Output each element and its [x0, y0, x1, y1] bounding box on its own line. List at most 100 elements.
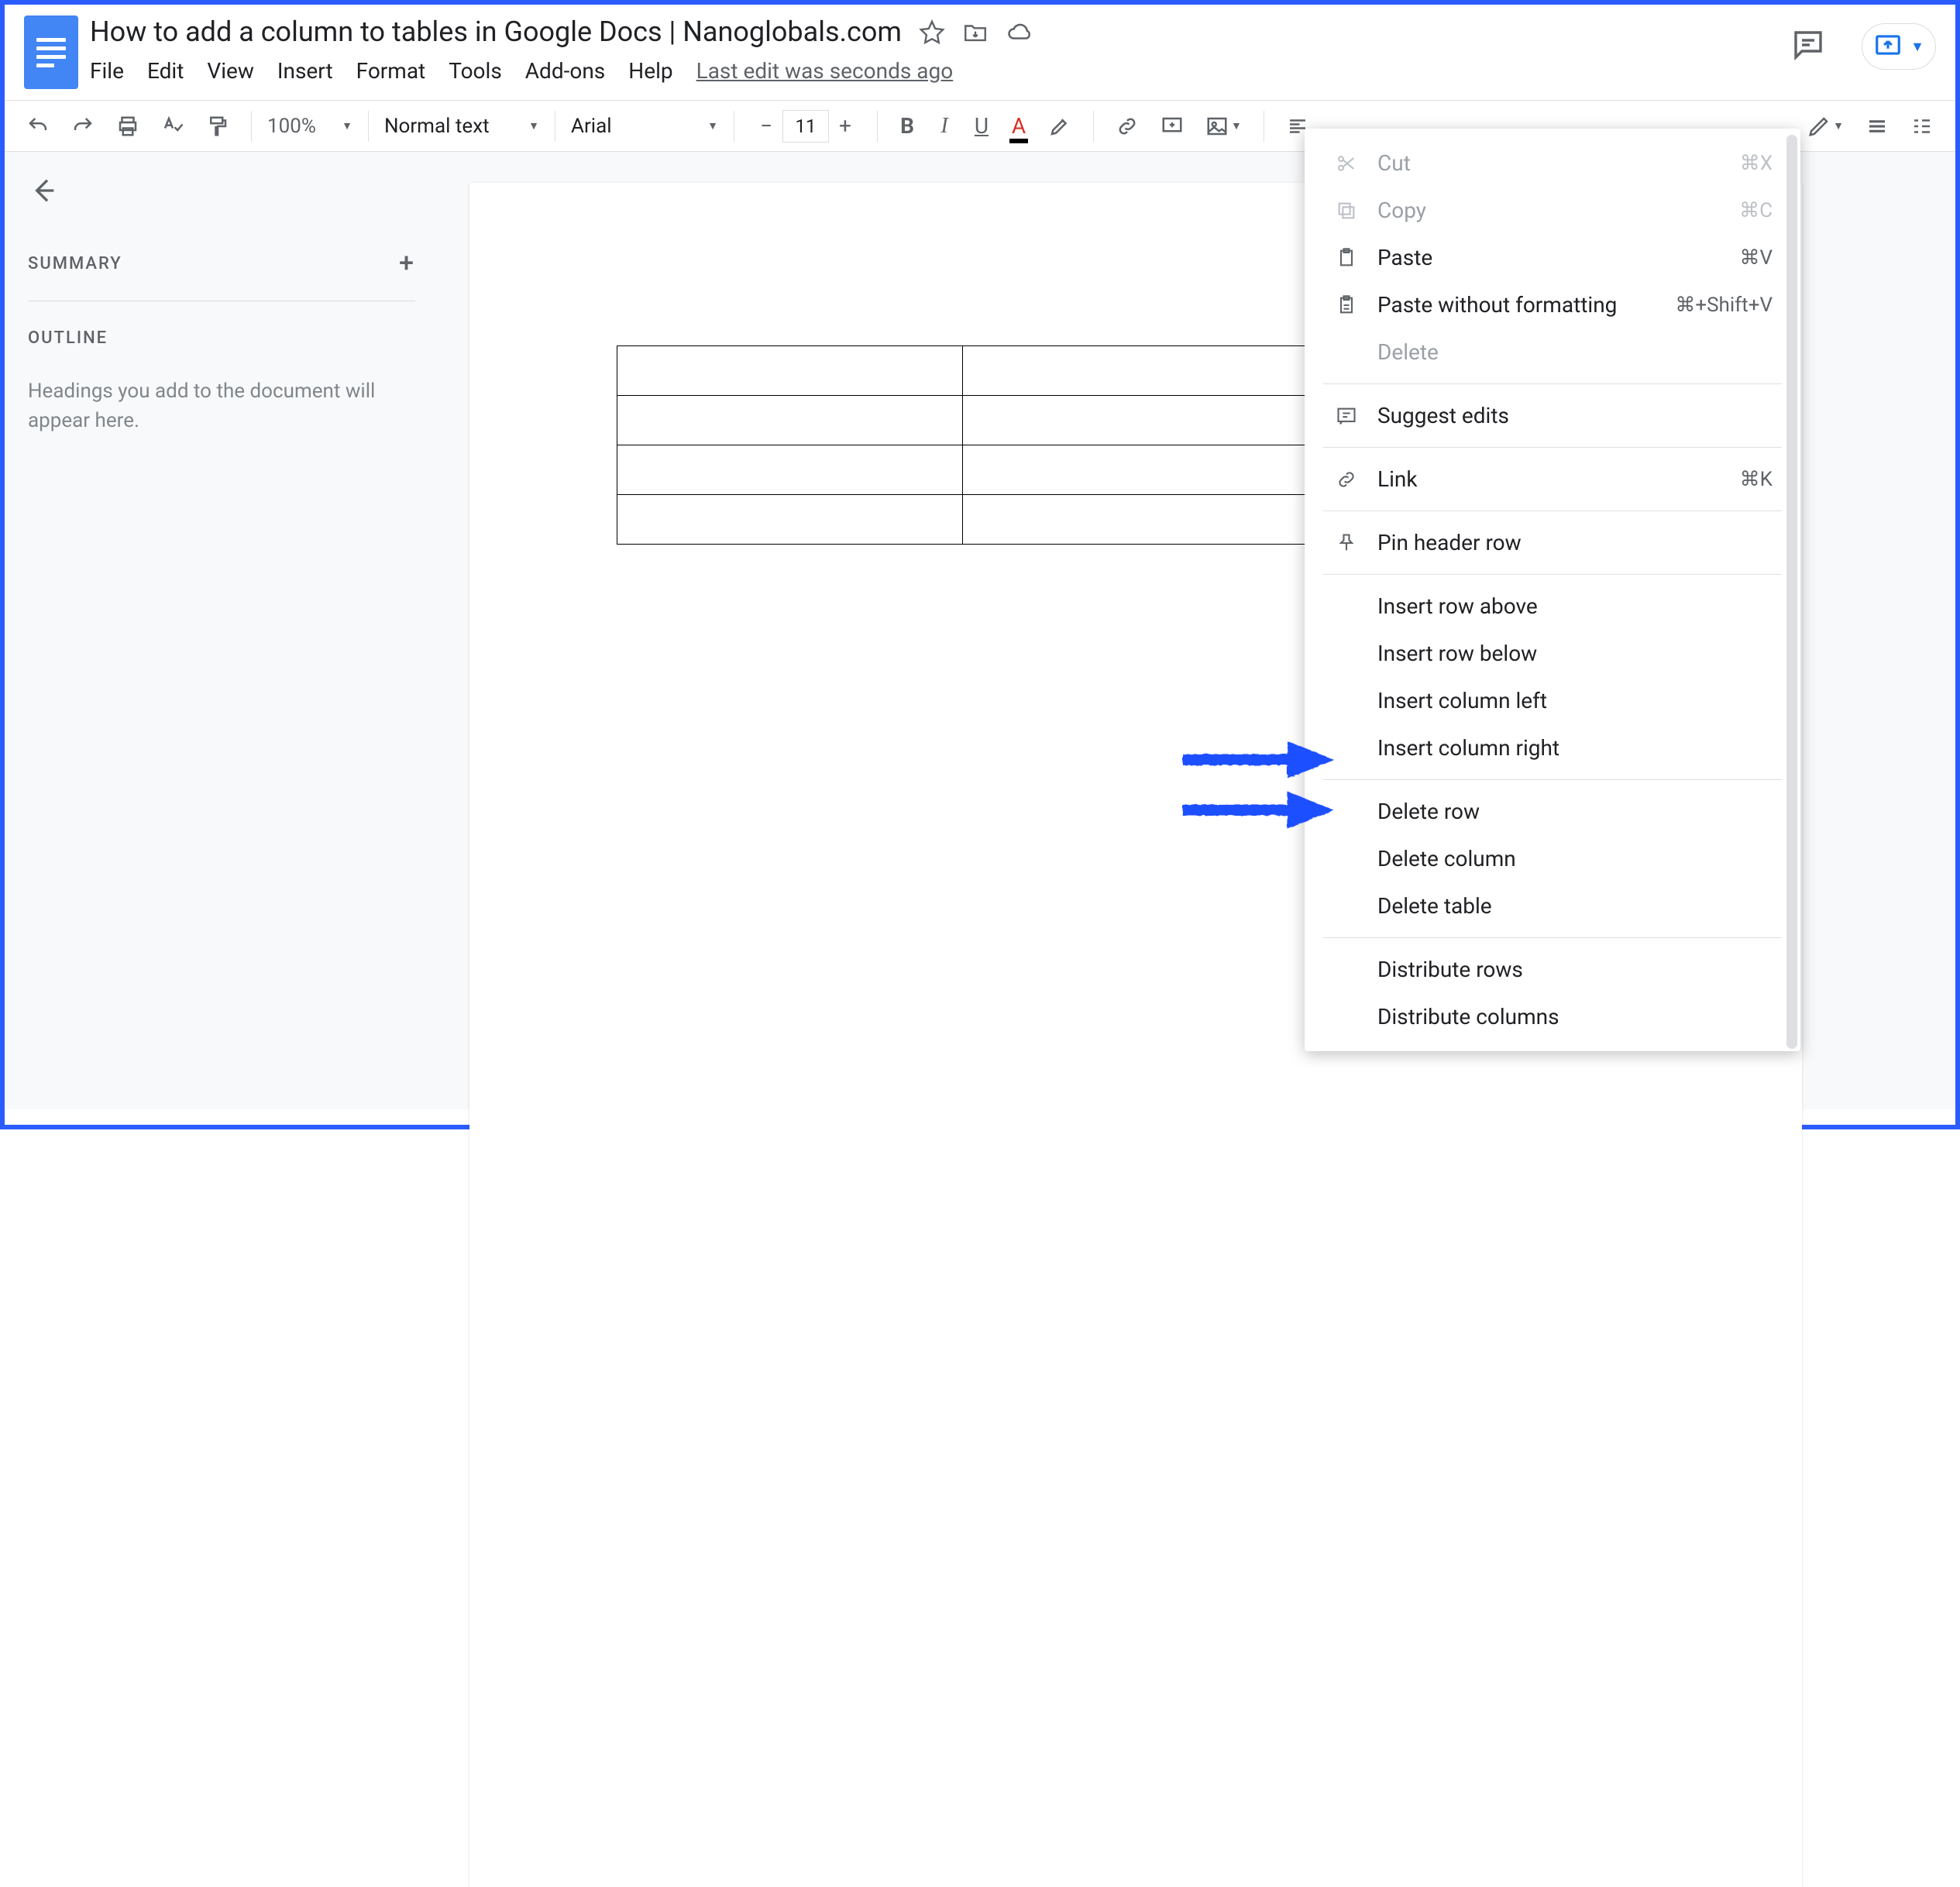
ctx-label: Pin header row [1377, 530, 1773, 555]
font-size-input[interactable]: 11 [782, 110, 829, 143]
ctx-paste[interactable]: Paste ⌘V [1305, 234, 1800, 281]
summary-label: SUMMARY [28, 254, 122, 273]
ctx-label: Paste [1377, 245, 1722, 270]
menu-tools[interactable]: Tools [449, 58, 502, 84]
lines-icon[interactable] [1859, 108, 1895, 144]
spellcheck-icon[interactable] [155, 108, 191, 144]
ctx-link[interactable]: Link ⌘K [1305, 455, 1800, 503]
text-color-icon[interactable]: A [1005, 107, 1033, 145]
paint-format-icon[interactable] [200, 108, 236, 144]
menu-file[interactable]: File [90, 58, 124, 84]
separator [1323, 510, 1782, 511]
move-icon[interactable] [962, 19, 989, 46]
annotation-arrow-2 [1182, 787, 1333, 830]
caret-down-icon: ▼ [1833, 119, 1844, 132]
comments-icon[interactable] [1790, 26, 1827, 67]
font-select[interactable]: Arial▼ [571, 115, 718, 138]
comment-icon[interactable] [1154, 108, 1190, 144]
ctx-shortcut: ⌘+Shift+V [1675, 294, 1773, 317]
ctx-row-above[interactable]: Insert row above [1305, 583, 1800, 630]
ctx-label: Cut [1377, 150, 1723, 176]
outline-label: OUTLINE [28, 328, 415, 348]
bold-icon[interactable]: B [893, 107, 921, 145]
ctx-shortcut: ⌘C [1739, 199, 1773, 222]
toolbar-right: ▼ [1801, 108, 1940, 144]
font-size-stepper: − 11 + [750, 110, 861, 143]
ctx-shortcut: ⌘X [1740, 152, 1773, 175]
ctx-suggest[interactable]: Suggest edits [1305, 392, 1800, 439]
ctx-pin[interactable]: Pin header row [1305, 519, 1800, 566]
docs-logo-lines [36, 38, 66, 67]
paste-plain-icon [1332, 294, 1360, 316]
outline-hint: Headings you add to the document will ap… [28, 377, 415, 435]
back-arrow-icon[interactable] [28, 175, 415, 209]
ctx-del-row[interactable]: Delete row [1305, 788, 1800, 835]
caret-down-icon: ▼ [1231, 119, 1242, 132]
ctx-label: Insert row below [1377, 641, 1773, 666]
undo-icon[interactable] [20, 108, 56, 144]
ctx-label: Delete table [1377, 893, 1773, 919]
paragraph-style-select[interactable]: Normal text▼ [384, 115, 539, 138]
last-edit-link[interactable]: Last edit was seconds ago [696, 58, 954, 84]
ctx-label: Delete row [1377, 799, 1773, 824]
share-button[interactable]: ▼ [1862, 23, 1936, 70]
font-value: Arial [571, 115, 612, 138]
highlight-icon[interactable] [1042, 108, 1078, 144]
separator [251, 111, 252, 142]
ctx-delete[interactable]: Delete [1305, 328, 1800, 376]
ctx-dist-cols[interactable]: Distribute columns [1305, 993, 1800, 1040]
menu-view[interactable]: View [207, 58, 254, 84]
menu-help[interactable]: Help [628, 58, 672, 84]
annotation-arrow-1 [1182, 737, 1333, 779]
separator [1323, 447, 1782, 448]
ctx-label: Paste without formatting [1377, 292, 1658, 318]
redo-icon[interactable] [65, 108, 101, 144]
ctx-label: Distribute rows [1377, 957, 1773, 982]
ctx-del-col[interactable]: Delete column [1305, 835, 1800, 882]
suggest-icon [1332, 405, 1360, 427]
print-icon[interactable] [110, 108, 146, 144]
separator [1093, 111, 1094, 142]
star-icon[interactable] [919, 19, 945, 46]
menu-addons[interactable]: Add-ons [525, 58, 605, 84]
ctx-shortcut: ⌘V [1739, 246, 1773, 270]
pin-icon [1332, 532, 1360, 554]
separator [877, 111, 878, 142]
underline-icon[interactable]: U [968, 107, 995, 145]
pen-icon[interactable]: ▼ [1801, 108, 1850, 144]
link-icon[interactable] [1109, 108, 1145, 144]
menu-insert[interactable]: Insert [277, 58, 333, 84]
separator [368, 111, 369, 142]
link-icon [1332, 469, 1360, 490]
italic-icon[interactable]: I [930, 108, 958, 145]
ctx-label: Distribute columns [1377, 1004, 1773, 1029]
zoom-select[interactable]: 100%▼ [267, 115, 352, 138]
menu-format[interactable]: Format [356, 58, 426, 84]
ctx-label: Insert column right [1377, 735, 1773, 761]
ctx-copy[interactable]: Copy ⌘C [1305, 187, 1800, 234]
ctx-label: Delete column [1377, 846, 1773, 871]
share-caret-icon: ▼ [1910, 39, 1924, 55]
context-scrollbar[interactable] [1786, 135, 1797, 1049]
paste-icon [1332, 247, 1360, 269]
increase-font-button[interactable]: + [829, 110, 861, 143]
image-icon[interactable]: ▼ [1199, 108, 1248, 144]
ctx-label: Suggest edits [1377, 403, 1773, 428]
ctx-label: Link [1377, 466, 1723, 492]
document-title[interactable]: How to add a column to tables in Google … [90, 15, 902, 49]
ctx-dist-rows[interactable]: Distribute rows [1305, 946, 1800, 993]
ctx-col-right[interactable]: Insert column right [1305, 724, 1800, 772]
add-summary-icon[interactable]: + [399, 248, 415, 279]
decrease-font-button[interactable]: − [750, 110, 782, 143]
menu-edit[interactable]: Edit [147, 58, 184, 84]
ctx-row-below[interactable]: Insert row below [1305, 630, 1800, 677]
present-icon [1873, 30, 1903, 63]
ctx-cut[interactable]: Cut ⌘X [1305, 139, 1800, 187]
sidebar-toggle-icon[interactable] [1904, 108, 1940, 144]
ctx-paste-plain[interactable]: Paste without formatting ⌘+Shift+V [1305, 281, 1800, 328]
separator [1323, 779, 1782, 780]
ctx-del-table[interactable]: Delete table [1305, 882, 1800, 930]
ctx-col-left[interactable]: Insert column left [1305, 677, 1800, 724]
cloud-icon[interactable] [1006, 19, 1033, 46]
docs-logo[interactable] [24, 15, 78, 89]
